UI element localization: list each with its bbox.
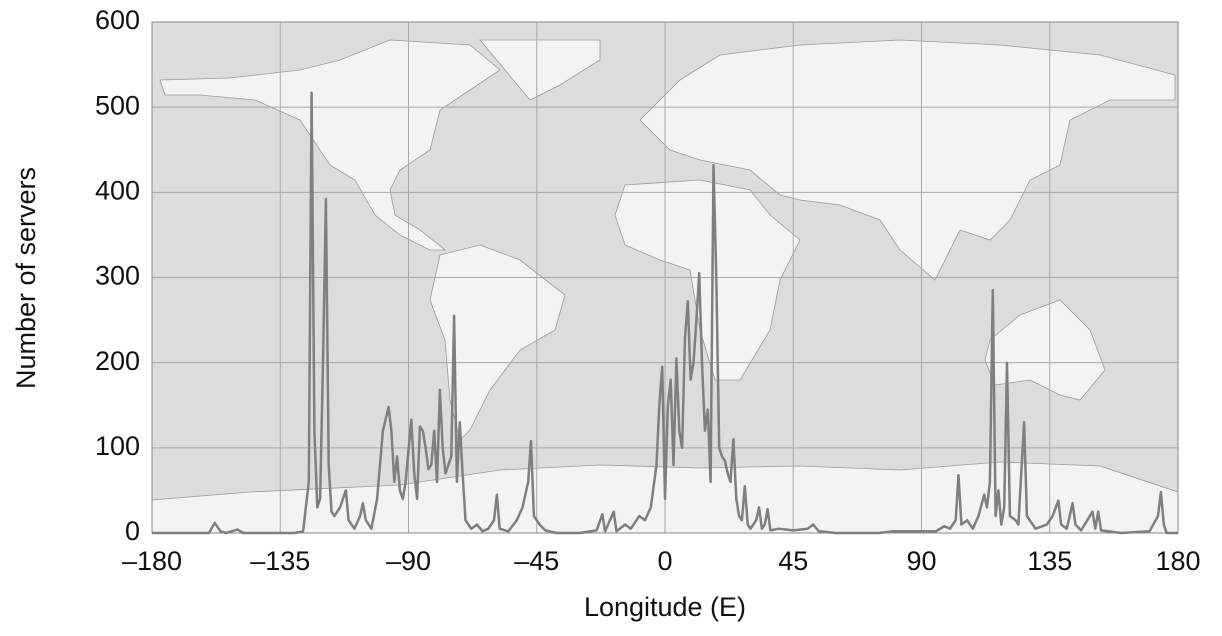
y-tick-label: 500 (95, 90, 140, 120)
x-tick-label: 0 (657, 546, 672, 576)
x-tick-label: 90 (906, 546, 936, 576)
x-tick-label: –135 (250, 546, 310, 576)
x-tick-label: –45 (514, 546, 559, 576)
y-axis-label: Number of servers (11, 167, 41, 389)
data-line (152, 91, 1178, 535)
y-tick-label: 0 (125, 516, 140, 546)
y-tick-label: 600 (95, 5, 140, 35)
x-tick-label: –180 (122, 546, 182, 576)
x-tick-label: –90 (386, 546, 431, 576)
y-tick-label: 300 (95, 261, 140, 291)
plot-frame (151, 21, 1179, 534)
x-tick-label: 135 (1027, 546, 1072, 576)
y-tick-label: 100 (95, 431, 140, 461)
x-axis-label: Longitude (E) (584, 592, 746, 622)
y-tick-label: 200 (95, 346, 140, 376)
y-tick-label: 400 (95, 175, 140, 205)
x-tick-label: 180 (1155, 546, 1200, 576)
x-tick-label: 45 (778, 546, 808, 576)
